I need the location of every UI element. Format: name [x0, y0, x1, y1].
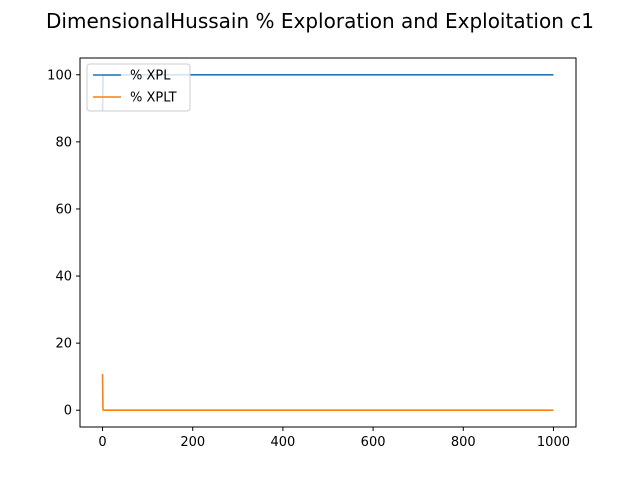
x-tick-label: 800: [451, 435, 476, 450]
y-tick-label: 0: [64, 404, 72, 419]
x-axis: 0 200 400 600 800 1000: [98, 427, 570, 450]
legend: % XPL % XPLT: [86, 63, 191, 112]
y-tick-label: 100: [47, 68, 72, 83]
x-tick-label: 200: [180, 435, 205, 450]
y-tick-label: 80: [55, 135, 72, 150]
x-tick-label: 0: [98, 435, 106, 450]
y-tick-label: 40: [55, 270, 72, 285]
series-layer: [101, 73, 554, 412]
series-line-2: [101, 373, 554, 412]
x-tick-label: 400: [270, 435, 295, 450]
legend-label: % XPLT: [130, 91, 177, 106]
legend-label: % XPL: [130, 69, 171, 84]
x-tick-label: 1000: [537, 435, 570, 450]
y-tick-label: 60: [55, 202, 72, 217]
plot-area: [79, 57, 577, 428]
plot-frame: [79, 57, 577, 428]
y-tick-label: 20: [55, 337, 72, 352]
y-axis: 0 20 40 60 80 100: [47, 68, 80, 419]
x-tick-label: 600: [361, 435, 386, 450]
chart-title: DimensionalHussain % Exploration and Exp…: [46, 9, 594, 33]
